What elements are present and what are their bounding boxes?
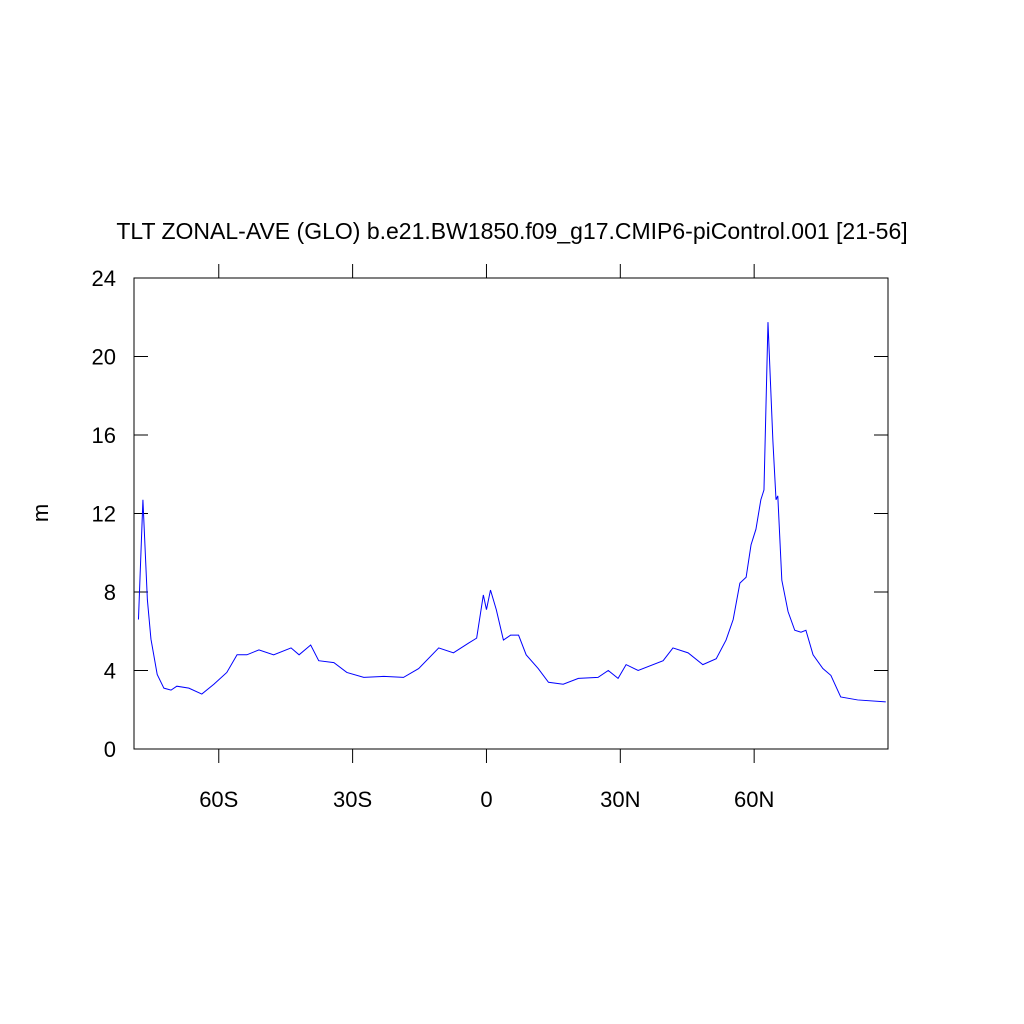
y-tick-label: 0 (104, 737, 116, 762)
y-tick-label: 4 (104, 659, 116, 684)
y-tick-label: 20 (92, 345, 116, 370)
chart-title: TLT ZONAL-AVE (GLO) b.e21.BW1850.f09_g17… (116, 218, 907, 244)
x-tick-label: 30N (600, 787, 640, 812)
x-tick-label: 0 (480, 787, 492, 812)
x-tick-label: 60S (199, 787, 238, 812)
x-tick-label: 30S (333, 787, 372, 812)
y-axis-label: m (28, 504, 53, 522)
data-line (137, 322, 886, 703)
plot-frame (133, 277, 889, 750)
x-tick-label: 60N (734, 787, 774, 812)
y-tick-label: 24 (92, 266, 116, 291)
y-tick-label: 8 (104, 580, 116, 605)
y-tick-label: 12 (92, 502, 116, 527)
y-tick-label: 16 (92, 423, 116, 448)
